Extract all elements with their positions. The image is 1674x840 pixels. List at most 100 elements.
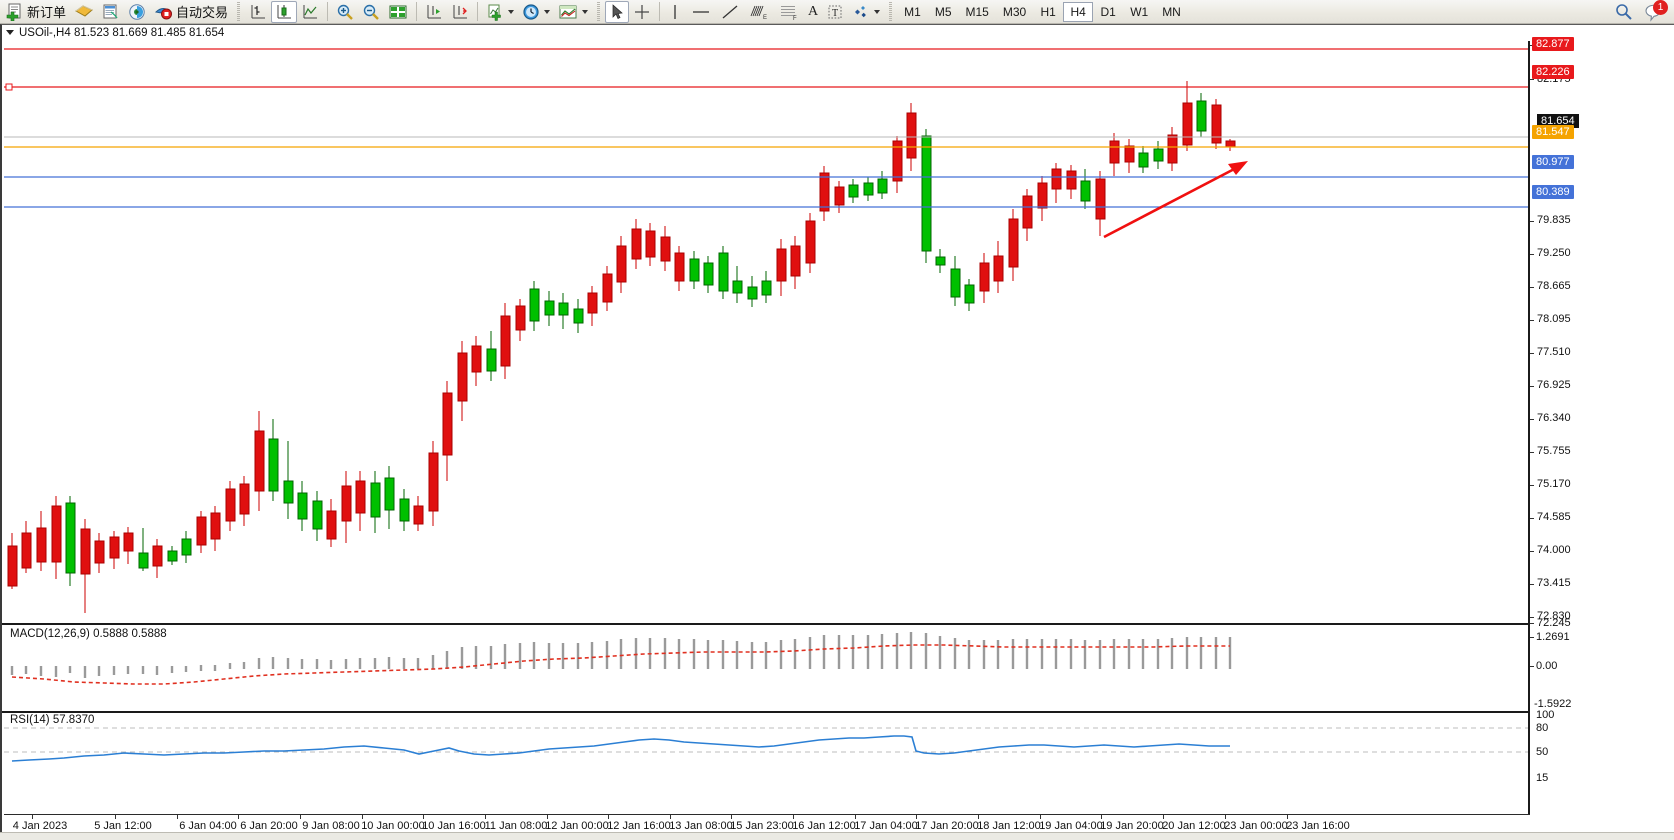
time-label: 10 Jan 00:00 <box>361 820 425 832</box>
text-button[interactable]: A <box>804 1 822 23</box>
cursor-icon <box>612 3 623 19</box>
bar-chart-button[interactable] <box>245 1 271 23</box>
toolbar-divider-4 <box>659 2 661 21</box>
toolbar-divider <box>327 2 329 21</box>
crosshair-button[interactable] <box>629 1 655 23</box>
elliott-wave-button[interactable]: E <box>744 1 774 23</box>
templates-button[interactable] <box>554 1 592 23</box>
new-order-button[interactable]: 新订单 <box>2 1 70 23</box>
data-window-button[interactable] <box>98 1 124 23</box>
price-tick: 73.415 <box>1537 577 1571 589</box>
rsi-pane[interactable]: RSI(14) 57.8370 <box>4 713 1530 791</box>
timeframe-m5[interactable]: M5 <box>934 4 952 19</box>
toolbar-separator-2 <box>595 1 603 22</box>
price-tick: 79.250 <box>1537 247 1571 259</box>
time-label: 5 Jan 12:00 <box>94 820 152 832</box>
timeframe-m15[interactable]: M15 <box>965 4 989 19</box>
auto-trading-button[interactable]: 自动交易 <box>150 1 232 23</box>
zoom-out-icon <box>363 4 379 20</box>
rsi-title: RSI(14) 57.8370 <box>10 714 95 726</box>
objects-button[interactable] <box>848 1 884 23</box>
time-label: 20 Jan 12:00 <box>1162 820 1226 832</box>
price-tick: 72.830 <box>1537 610 1571 622</box>
trendline-button[interactable] <box>716 1 744 23</box>
macd-signal-line <box>11 644 1230 685</box>
timeframe-group: M1 M5 M15 M30 H1 H4 D1 W1 MN <box>897 1 1188 22</box>
rsi-tick: 15 <box>1536 772 1549 784</box>
timeframe-d1[interactable]: D1 <box>1100 4 1116 19</box>
time-label: 19 Jan 04:00 <box>1039 820 1103 832</box>
alerts-button[interactable]: 1 <box>1644 0 1668 22</box>
toolbar-separator-3 <box>887 1 895 22</box>
candlestick-chart-icon <box>277 4 292 18</box>
autoscroll-button[interactable] <box>447 1 473 23</box>
price-tick: 78.665 <box>1537 280 1571 292</box>
timeframe-m30[interactable]: M30 <box>1002 4 1027 19</box>
time-label: 12 Jan 00:00 <box>545 820 609 832</box>
template-button[interactable] <box>70 1 98 23</box>
timeframe-h1[interactable]: H1 <box>1040 4 1056 19</box>
status-bar <box>0 832 1674 840</box>
chevron-down-icon[interactable] <box>508 9 515 14</box>
toolbar-divider-3 <box>477 2 479 21</box>
chart-menu-icon[interactable] <box>6 30 14 35</box>
svg-text:T: T <box>832 8 838 19</box>
vline-icon <box>674 4 676 19</box>
chevron-down-icon-2[interactable] <box>544 9 551 14</box>
search-icon[interactable] <box>1614 2 1634 22</box>
macd-histogram <box>10 632 1232 678</box>
bar-chart-icon <box>251 4 266 18</box>
chart-title-bar: USOil-,H4 81.523 81.669 81.485 81.654 <box>2 25 1530 40</box>
main-toolbar: 新订单 自动交易 <box>0 0 1674 24</box>
line-chart-button[interactable] <box>297 1 323 23</box>
shift-button[interactable] <box>421 1 447 23</box>
pane-separator-rsi <box>2 711 1674 713</box>
toolbar-divider-2 <box>416 2 418 21</box>
time-label: 17 Jan 20:00 <box>915 820 979 832</box>
time-label: 11 Jan 08:00 <box>484 820 548 832</box>
macd-pane[interactable]: MACD(12,26,9) 0.5888 0.5888 <box>4 627 1530 710</box>
pane-separator-macd <box>2 623 1674 625</box>
level-label-81547: 81.547 <box>1532 125 1574 139</box>
timeframe-h4[interactable]: H4 <box>1063 1 1094 22</box>
vertical-line-button[interactable] <box>664 1 686 23</box>
label-icon: T <box>828 5 842 19</box>
timeframe-w1[interactable]: W1 <box>1130 4 1149 19</box>
trend-arrow-annotation[interactable] <box>1103 161 1248 239</box>
price-tick: 77.510 <box>1537 346 1571 358</box>
grid-button[interactable] <box>384 1 412 23</box>
time-label: 17 Jan 04:00 <box>854 820 918 832</box>
shift-icon <box>427 4 442 18</box>
fibonacci-button[interactable]: F <box>774 1 804 23</box>
market-watch-button[interactable] <box>124 1 150 23</box>
candlestick-chart-button[interactable] <box>271 0 298 23</box>
line-chart-icon <box>303 4 318 18</box>
price-tick: 78.095 <box>1537 313 1571 325</box>
time-label: 10 Jan 16:00 <box>422 820 486 832</box>
price-tick: 79.835 <box>1537 214 1571 226</box>
horizontal-line-button[interactable] <box>686 1 716 23</box>
timeframe-m1[interactable]: M1 <box>904 4 921 19</box>
chevron-down-icon-4[interactable] <box>874 9 881 14</box>
macd-tick: -1.5922 <box>1534 698 1572 710</box>
zoom-out-button[interactable] <box>358 1 384 23</box>
price-scale[interactable]: 82.760 82.175 81.654 79.835 79.250 78.66… <box>1528 37 1674 839</box>
price-tick: 74.000 <box>1537 544 1571 556</box>
add-indicator-button[interactable] <box>482 1 518 23</box>
text-icon: A <box>808 3 819 19</box>
time-label: 18 Jan 12:00 <box>977 820 1041 832</box>
label-button[interactable]: T <box>822 1 848 23</box>
cursor-button[interactable] <box>605 0 630 23</box>
fibo-icon: F <box>781 5 797 21</box>
price-pane[interactable] <box>4 41 1530 623</box>
chevron-down-icon-3[interactable] <box>582 9 589 14</box>
rsi-tick: 80 <box>1536 722 1549 734</box>
time-label: 13 Jan 08:00 <box>669 820 733 832</box>
price-tick: 76.340 <box>1537 412 1571 424</box>
level-label-82226: 82.226 <box>1532 65 1574 79</box>
zoom-in-button[interactable] <box>332 1 358 23</box>
price-tick: 72.245 <box>1537 617 1571 629</box>
macd-tick: 0.00 <box>1536 660 1558 672</box>
timeframe-mn[interactable]: MN <box>1162 4 1181 19</box>
period-button[interactable] <box>518 1 554 23</box>
